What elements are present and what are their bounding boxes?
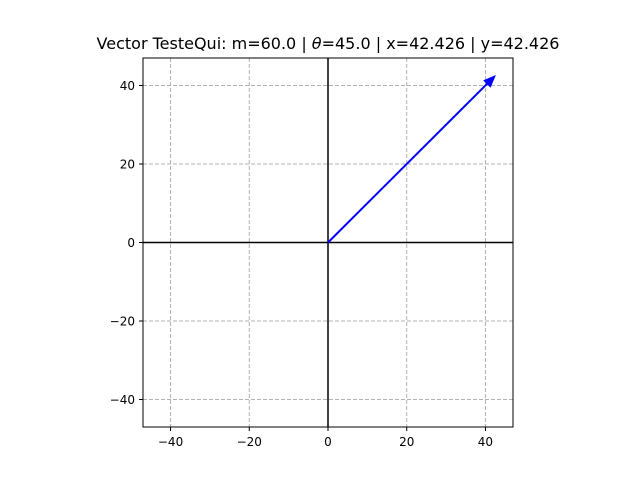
vector-layer: [327, 75, 496, 244]
chart-title: Vector TesteQui: m=60.0 | θ=45.0 | x=42.…: [97, 34, 560, 53]
x-tick-label: 20: [399, 435, 414, 449]
y-tick-label: 20: [120, 157, 135, 171]
x-tick-label: −40: [158, 435, 183, 449]
x-tick-label: 0: [324, 435, 332, 449]
grid-lines: [143, 58, 513, 427]
title-theta-symbol: θ: [312, 34, 322, 53]
title-prefix: Vector TesteQui: m=60.0 |: [97, 34, 312, 53]
x-axis-ticks: −40 −20 0 20 40: [158, 427, 493, 449]
y-tick-label: −40: [110, 393, 135, 407]
y-tick-label: 0: [127, 236, 135, 250]
x-tick-label: −20: [237, 435, 262, 449]
y-axis-ticks: −40 −20 0 20 40: [110, 79, 143, 407]
y-tick-label: −20: [110, 315, 135, 329]
vector-shaft: [327, 83, 488, 244]
plot-area: [142, 57, 514, 428]
y-tick-label: 40: [120, 79, 135, 93]
x-tick-label: 40: [478, 435, 493, 449]
vector-arrowhead: [483, 75, 496, 88]
title-suffix: =45.0 | x=42.426 | y=42.426: [322, 34, 560, 53]
